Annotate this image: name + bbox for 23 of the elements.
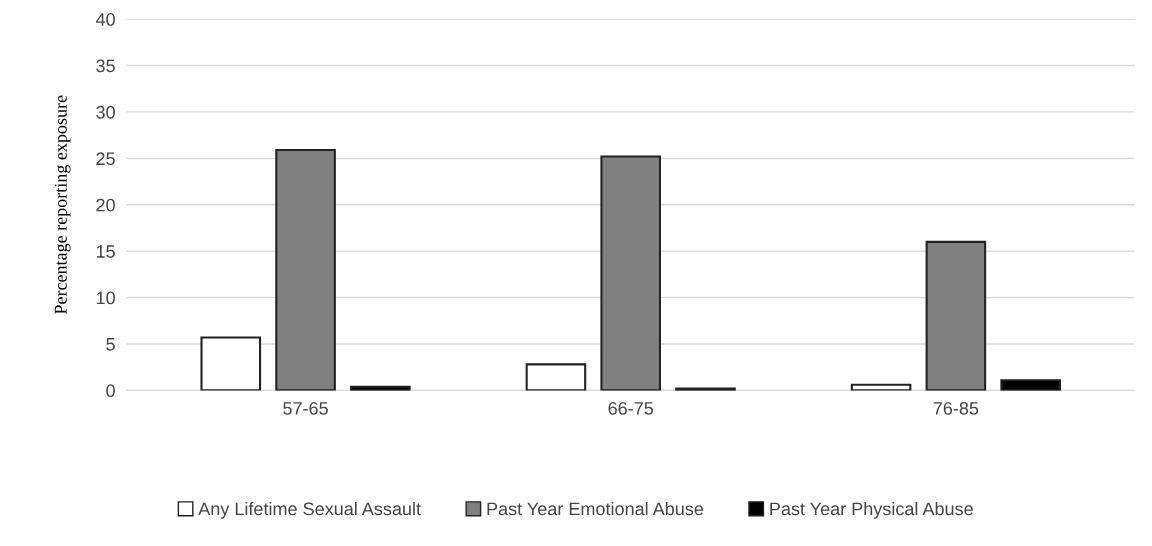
- legend-label: Past Year Physical Abuse: [770, 502, 973, 519]
- y-tick-label: 15: [96, 245, 115, 258]
- x-tick-label: 66-75: [608, 401, 654, 415]
- bar: [200, 336, 262, 391]
- bar: [850, 383, 912, 391]
- y-tick-label: 20: [96, 198, 115, 212]
- y-tick-label: 10: [96, 291, 115, 305]
- y-tick-label: 40: [95, 13, 115, 26]
- y-tick-label: 0: [106, 384, 115, 398]
- y-tick-label: 5: [106, 338, 115, 351]
- bar: [525, 363, 587, 391]
- y-tick-label: 30: [96, 105, 115, 119]
- legend-label: Past Year Emotional Abuse: [487, 502, 704, 516]
- bar: [1000, 379, 1061, 391]
- bar: [275, 148, 336, 391]
- bar: [600, 155, 662, 391]
- x-tick-label: 57-65: [283, 401, 328, 415]
- bar: [925, 240, 987, 391]
- y-axis-title: Percentage reporting exposure: [54, 95, 71, 315]
- y-tick-label: 35: [96, 59, 115, 73]
- legend-label: Any Lifetime Sexual Assault: [198, 502, 421, 519]
- y-tick-label: 25: [96, 152, 115, 166]
- x-tick-label: 76-85: [933, 401, 979, 415]
